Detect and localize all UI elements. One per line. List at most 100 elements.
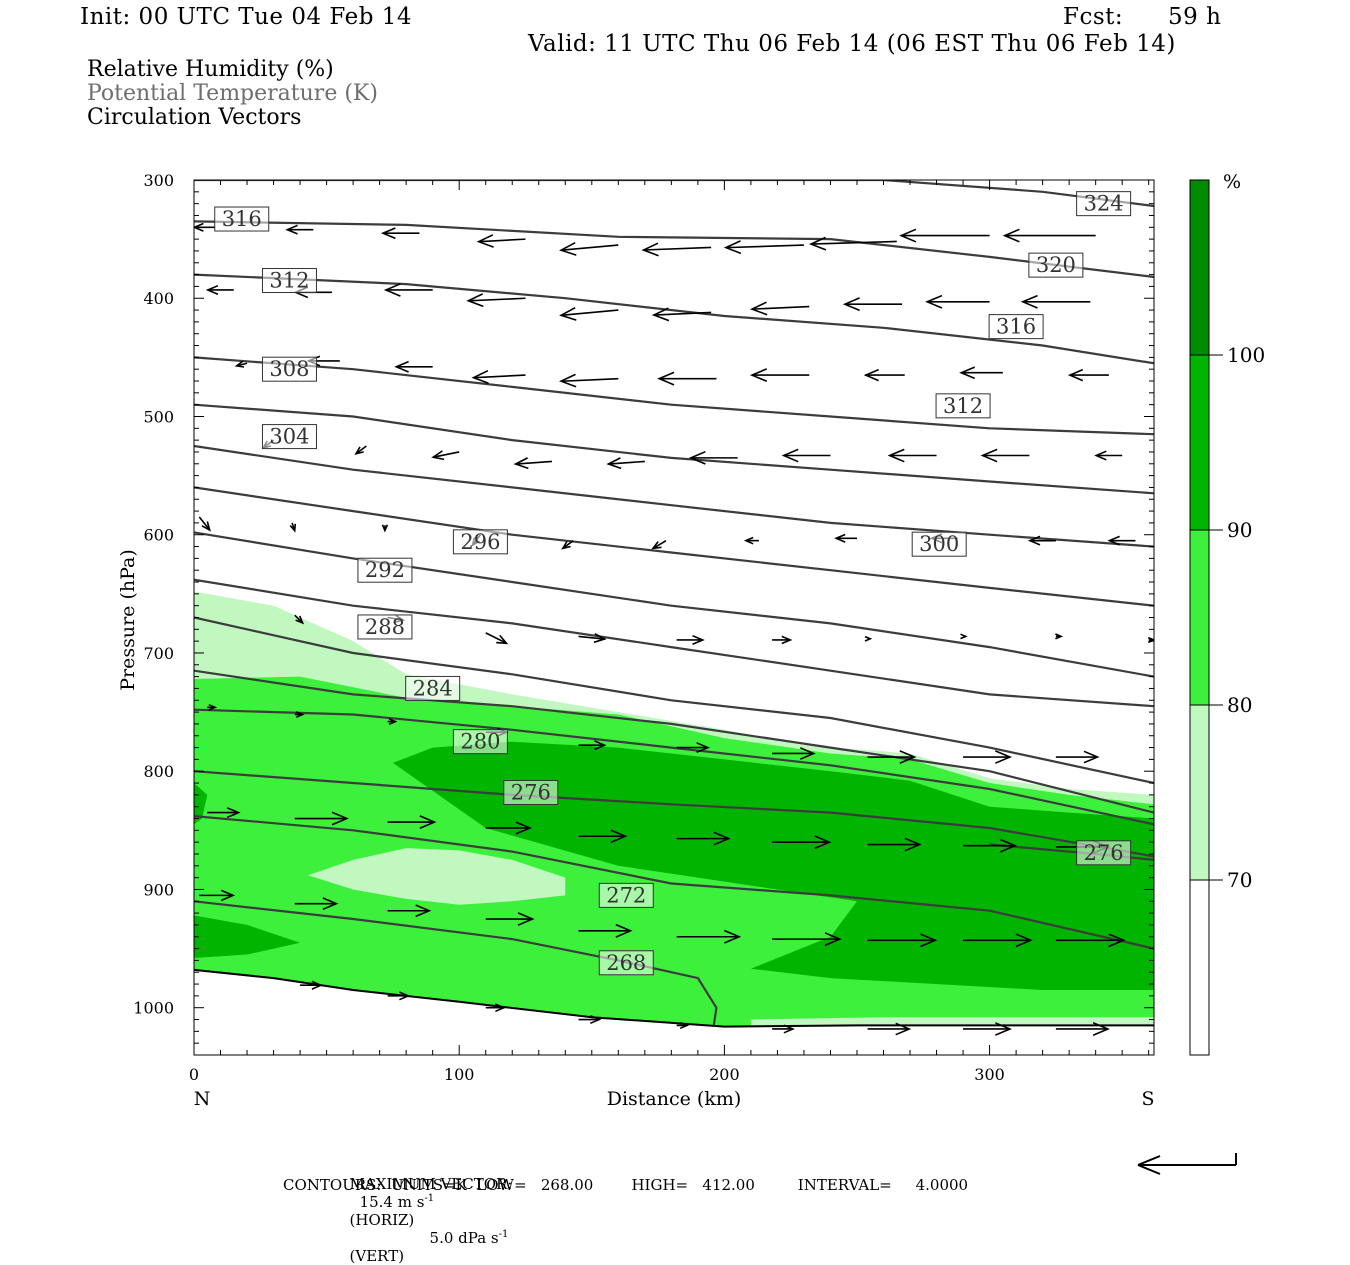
axis-ticks: 300 400 500 600 700 800 900 1000 0 100 200 300 — [133, 171, 1154, 1084]
vector-arrow — [963, 1022, 1012, 1036]
contour-label-box — [1028, 252, 1084, 278]
vector-arrow — [476, 234, 526, 248]
colorbar-segment — [1189, 879, 1210, 1056]
vector-shaft — [725, 244, 804, 249]
vector-head — [1083, 750, 1100, 764]
vector-head — [999, 838, 1018, 853]
vector-arrow — [1055, 750, 1100, 764]
vector-head — [515, 821, 532, 835]
vector-arrow — [387, 991, 411, 1001]
vector-arrow — [676, 742, 710, 754]
contour-label-box — [1076, 191, 1132, 217]
vector-head — [1094, 450, 1107, 461]
contour-label-280: 280 — [452, 729, 508, 755]
forecast-label: Fcst: — [1063, 4, 1124, 30]
vector-arrow — [772, 835, 832, 850]
horiz-exponent: -1 — [424, 1193, 435, 1204]
contour-label-text: 276 — [511, 781, 551, 805]
vector-arrow — [578, 740, 607, 751]
footer-max-vector: MAXIMUM VECTOR: 15.4 m s-1 (HORIZ) 5.0 d… — [340, 1157, 513, 1265]
vector-arrow — [1147, 636, 1154, 644]
vector-arrow — [651, 307, 712, 322]
vector-head — [208, 703, 218, 711]
vector-head — [381, 524, 389, 533]
vector-arrow — [772, 747, 816, 760]
contour-label-300: 300 — [911, 531, 967, 557]
vector-shaft — [752, 305, 810, 310]
vector-shaft — [198, 516, 211, 531]
contour-label-box — [1076, 840, 1132, 866]
vector-head — [593, 632, 607, 644]
y-tick-label: 800 — [143, 762, 174, 781]
vector-head — [651, 307, 670, 322]
colorbar-label: 100 — [1227, 343, 1265, 367]
vector-head — [641, 242, 659, 257]
vector-head — [1067, 368, 1084, 382]
vert-exponent: -1 — [498, 1229, 509, 1240]
vector-arrow — [749, 301, 810, 316]
vector-head — [864, 635, 873, 642]
contour-label-276: 276 — [1076, 840, 1132, 866]
x-axis-label: Distance (km) — [607, 1088, 742, 1110]
vector-arrow — [1055, 1022, 1110, 1036]
vector-arrow — [466, 293, 526, 308]
vector-arrow — [561, 540, 574, 550]
contour-label-text: 312 — [269, 269, 309, 293]
contour-label-312: 312 — [261, 268, 317, 294]
contour-label-276: 276 — [503, 780, 559, 805]
contour-label-text: 296 — [460, 530, 500, 554]
vector-head — [311, 980, 323, 990]
colorbar-segment — [1189, 704, 1210, 881]
vector-shaft — [468, 297, 526, 302]
contour-label-box — [405, 675, 461, 701]
vector-arrow — [980, 448, 1030, 463]
contour-label-box — [261, 268, 317, 294]
vector-arrow — [431, 450, 460, 461]
contour-label-284: 284 — [405, 675, 461, 701]
vector-head — [657, 371, 675, 386]
vector-arrow — [688, 450, 738, 465]
vector-head — [692, 634, 705, 645]
contour-label-308: 308 — [261, 356, 317, 382]
vector-arrow — [863, 368, 905, 382]
rh-region-90 — [194, 915, 301, 958]
vector-arrow — [641, 242, 712, 257]
theta-contour-324 — [194, 180, 1154, 208]
theta-contour-296 — [194, 531, 1154, 678]
vector-arrow — [294, 711, 305, 718]
contour-label-box — [357, 614, 413, 640]
vector-shaft — [578, 635, 605, 640]
vector-arrow — [513, 457, 553, 470]
vector-shaft — [643, 246, 712, 251]
vector-head — [749, 368, 768, 383]
contour-labels: 324 320 316 316 312 312 308 304 300 296 292 288 284 2… — [214, 191, 1132, 976]
vector-arrow — [485, 632, 509, 645]
vector-head — [606, 457, 622, 470]
vector-head — [814, 835, 832, 850]
vector-head — [1020, 294, 1038, 309]
vector-head — [713, 831, 731, 846]
vector-head — [561, 541, 571, 550]
theta-contour-284 — [194, 669, 1154, 814]
vector-arrow — [749, 368, 810, 383]
theta-contours — [194, 180, 1154, 1026]
vector-arrow — [578, 829, 628, 844]
vector-head — [904, 837, 922, 852]
contour-label-292: 292 — [357, 557, 413, 583]
vector-head — [471, 369, 489, 384]
vector-arrow — [1055, 933, 1126, 948]
forecast-hour: 59 h — [1168, 4, 1222, 30]
y-axis-label: Pressure (hPa) — [117, 549, 139, 691]
vector-arrow — [834, 533, 857, 543]
theta-contour-304 — [194, 444, 1154, 548]
field-theta: Potential Temperature (K) — [87, 81, 378, 106]
vector-arrow — [867, 933, 938, 948]
vector-head — [960, 633, 968, 640]
vector-head — [589, 1014, 602, 1025]
contour-label-text: 324 — [1084, 192, 1124, 216]
vector-head — [783, 1024, 795, 1034]
vector-arrow — [808, 236, 897, 251]
vector-arrow — [676, 1021, 690, 1030]
vector-arrow — [925, 294, 990, 309]
vector-arrow — [963, 838, 1018, 853]
